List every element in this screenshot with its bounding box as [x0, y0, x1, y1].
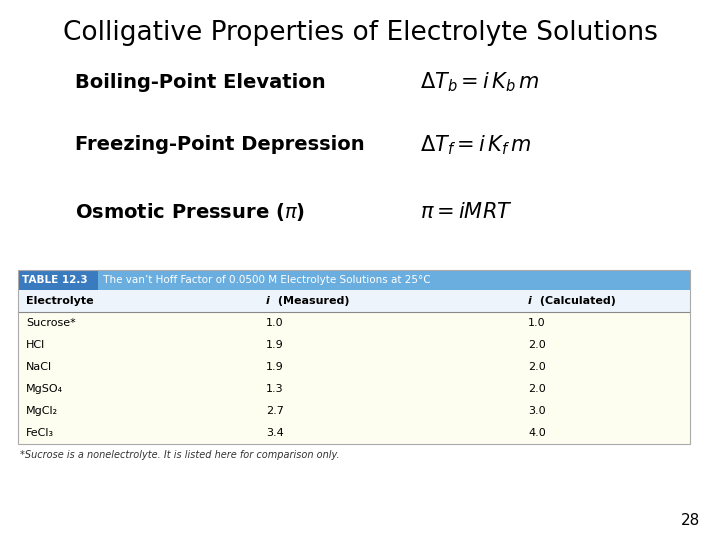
Text: (Measured): (Measured) [274, 296, 349, 306]
Text: $\Delta T_b = i\, K_b\, m$: $\Delta T_b = i\, K_b\, m$ [420, 70, 539, 94]
Text: Boiling-Point Elevation: Boiling-Point Elevation [75, 72, 325, 91]
Text: 1.0: 1.0 [266, 318, 284, 328]
Text: Colligative Properties of Electrolyte Solutions: Colligative Properties of Electrolyte So… [63, 20, 657, 46]
Text: Electrolyte: Electrolyte [26, 296, 94, 306]
Bar [18, 270, 690, 444]
Text: Sucrose*: Sucrose* [26, 318, 76, 328]
Text: 2.0: 2.0 [528, 384, 546, 394]
Text: 2.0: 2.0 [528, 340, 546, 350]
Text: 3.0: 3.0 [528, 406, 546, 416]
Text: *Sucrose is a nonelectrolyte. It is listed here for comparison only.: *Sucrose is a nonelectrolyte. It is list… [20, 450, 340, 460]
Text: 3.4: 3.4 [266, 428, 284, 438]
Text: Freezing-Point Depression: Freezing-Point Depression [75, 136, 364, 154]
Text: 2.0: 2.0 [528, 362, 546, 372]
Text: i: i [528, 296, 532, 306]
Text: TABLE 12.3: TABLE 12.3 [22, 275, 88, 285]
Text: i: i [266, 296, 270, 306]
Text: The van’t Hoff Factor of 0.0500 M Electrolyte Solutions at 25°C: The van’t Hoff Factor of 0.0500 M Electr… [100, 275, 431, 285]
Text: FeCl₃: FeCl₃ [26, 428, 54, 438]
Text: 2.7: 2.7 [266, 406, 284, 416]
Bar [18, 270, 690, 290]
Text: MgSO₄: MgSO₄ [26, 384, 63, 394]
Text: $\pi = iMRT$: $\pi = iMRT$ [420, 202, 513, 222]
Text: 1.3: 1.3 [266, 384, 284, 394]
Text: Osmotic Pressure ($\pi$): Osmotic Pressure ($\pi$) [75, 201, 305, 223]
Bar [18, 290, 690, 312]
Text: (Calculated): (Calculated) [536, 296, 616, 306]
Text: 28: 28 [680, 513, 700, 528]
Text: 1.9: 1.9 [266, 362, 284, 372]
Text: 4.0: 4.0 [528, 428, 546, 438]
Bar [18, 312, 690, 444]
Text: NaCl: NaCl [26, 362, 52, 372]
Text: 1.0: 1.0 [528, 318, 546, 328]
Text: HCl: HCl [26, 340, 45, 350]
Text: MgCl₂: MgCl₂ [26, 406, 58, 416]
Bar [18, 270, 98, 290]
Text: $\Delta T_f = i\, K_f\, m$: $\Delta T_f = i\, K_f\, m$ [420, 133, 531, 157]
Text: 1.9: 1.9 [266, 340, 284, 350]
